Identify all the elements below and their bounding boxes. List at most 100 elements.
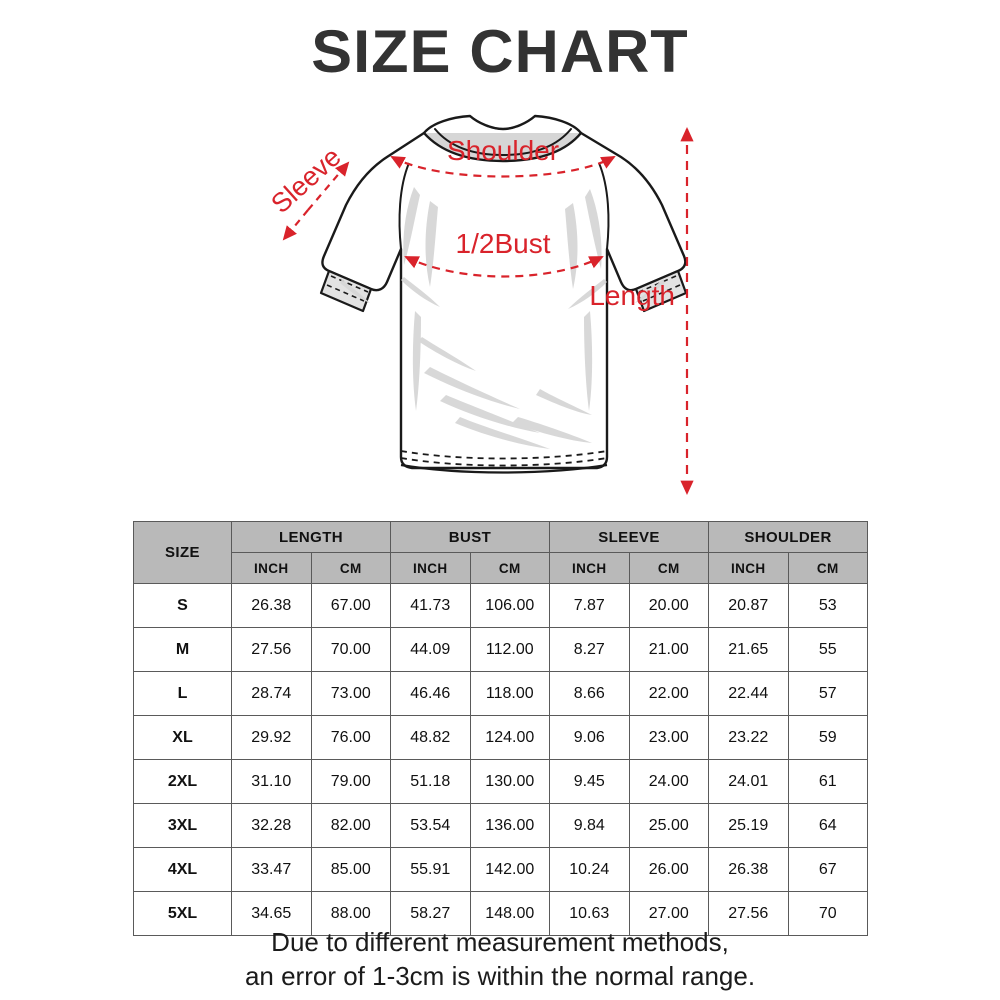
measurement-cell: 29.92 [231,715,312,760]
unit-header-sleeve-inch: INCH [549,552,630,584]
column-header-size: SIZE [133,521,232,584]
page-title: SIZE CHART [311,18,689,85]
table-header: SIZE LENGTH BUST SLEEVE SHOULDER INCH CM… [133,521,869,584]
measurement-cell: 48.82 [390,715,471,760]
measurement-cell: 85.00 [310,847,392,892]
unit-header-bust-inch: INCH [390,552,471,584]
table-row: L 28.74 73.00 46.46 118.00 8.66 22.00 22.44 57 [133,671,869,716]
measurement-cell: 55 [787,627,869,672]
column-header-bust: BUST [390,521,551,553]
measurement-cell: 82.00 [310,803,392,848]
measurement-cell: 8.27 [549,627,630,672]
measurement-cell: 55.91 [390,847,471,892]
measurement-cell: 64 [787,803,869,848]
measurement-cell: 7.87 [549,583,630,628]
column-header-shoulder: SHOULDER [708,521,869,553]
disclaimer-line-1: Due to different measurement methods, [271,927,729,957]
unit-header-sleeve-cm: CM [628,552,710,584]
measurement-cell: 9.84 [549,803,630,848]
size-cell: 2XL [133,759,232,804]
measurement-cell: 25.00 [628,803,710,848]
measurement-cell: 73.00 [310,671,392,716]
measurement-cell: 23.22 [708,715,789,760]
measurement-cell: 46.46 [390,671,471,716]
size-chart-table: SIZE LENGTH BUST SLEEVE SHOULDER INCH CM… [133,521,869,936]
bust-label: 1/2Bust [456,228,551,259]
size-chart-table-container: SIZE LENGTH BUST SLEEVE SHOULDER INCH CM… [133,521,869,936]
sleeve-arrow [282,161,350,241]
measurement-cell: 51.18 [390,759,471,804]
measurement-cell: 25.19 [708,803,789,848]
measurement-cell: 148.00 [469,891,551,936]
measurement-cell: 20.87 [708,583,789,628]
measurement-cell: 31.10 [231,759,312,804]
measurement-cell: 27.00 [628,891,710,936]
measurement-cell: 142.00 [469,847,551,892]
measurement-cell: 8.66 [549,671,630,716]
table-unit-header-row: INCH CM INCH CM INCH CM INCH CM [134,552,869,584]
measurement-cell: 22.00 [628,671,710,716]
measurement-cell: 22.44 [708,671,789,716]
measurement-cell: 28.74 [231,671,312,716]
length-label: Length [589,280,675,311]
unit-header-bust-cm: CM [469,552,551,584]
measurement-cell: 57 [787,671,869,716]
measurement-cell: 118.00 [469,671,551,716]
table-row: S 26.38 67.00 41.73 106.00 7.87 20.00 20.87 53 [133,583,869,628]
measurement-cell: 41.73 [390,583,471,628]
column-header-sleeve: SLEEVE [549,521,710,553]
measurement-cell: 10.63 [549,891,630,936]
unit-header-length-inch: INCH [231,552,312,584]
measurement-cell: 34.65 [231,891,312,936]
size-cell: 4XL [133,847,232,892]
measurement-cell: 23.00 [628,715,710,760]
measurement-cell: 130.00 [469,759,551,804]
disclaimer-line-2: an error of 1-3cm is within the normal r… [244,961,756,992]
measurement-cell: 32.28 [231,803,312,848]
measurement-cell: 27.56 [708,891,789,936]
table-row: 5XL 34.65 88.00 58.27 148.00 10.63 27.00 27.56 7… [133,891,869,936]
measurement-cell: 88.00 [310,891,392,936]
bust-arrow [404,256,604,278]
unit-header-shoulder-cm: CM [787,552,869,584]
measurement-cell: 70.00 [310,627,392,672]
measurement-cell: 53.54 [390,803,471,848]
column-header-length: LENGTH [230,521,392,553]
table-group-header-row: SIZE LENGTH BUST SLEEVE SHOULDER [133,521,869,584]
measurement-cell: 33.47 [231,847,312,892]
size-cell: 3XL [133,803,232,848]
measurement-cell: 24.01 [708,759,789,804]
measurement-cell: 59 [787,715,869,760]
table-row: 2XL 31.10 79.00 51.18 130.00 9.45 24.00 24.01 61 [133,759,869,804]
measurement-cell: 9.45 [549,759,630,804]
measurement-cell: 58.27 [390,891,471,936]
measurement-cell: 106.00 [469,583,551,628]
tshirt-graphic [319,114,688,474]
measurement-cell: 24.00 [628,759,710,804]
measurement-cell: 21.00 [628,627,710,672]
measurement-cell: 20.00 [628,583,710,628]
size-cell: S [133,583,232,628]
measurement-cell: 21.65 [708,627,789,672]
table-row: 3XL 32.28 82.00 53.54 136.00 9.84 25.00 25.19 64 [133,803,869,848]
measurement-cell: 26.00 [628,847,710,892]
measurement-cell: 136.00 [469,803,551,848]
measurement-cell: 61 [787,759,869,804]
shoulder-arrow [390,156,616,178]
measurement-cell: 26.38 [231,583,312,628]
table-row: XL 29.92 76.00 48.82 124.00 9.06 23.00 23.22 59 [133,715,869,760]
measurement-cell: 44.09 [390,627,471,672]
size-cell: L [133,671,232,716]
measurement-cell: 10.24 [549,847,630,892]
measurement-cell: 53 [787,583,869,628]
shoulder-label: Shoulder [447,135,559,166]
measurement-cell: 27.56 [231,627,312,672]
size-cell: 5XL [133,891,232,936]
measurement-cell: 70 [787,891,869,936]
measurement-disclaimer: Due to different measurement methods, an… [0,925,1000,994]
measurement-cell: 112.00 [469,627,551,672]
measurement-cell: 79.00 [310,759,392,804]
table-row: M 27.56 70.00 44.09 112.00 8.27 21.00 21.65 55 [133,627,869,672]
unit-header-length-cm: CM [310,552,392,584]
measurement-cell: 76.00 [310,715,392,760]
